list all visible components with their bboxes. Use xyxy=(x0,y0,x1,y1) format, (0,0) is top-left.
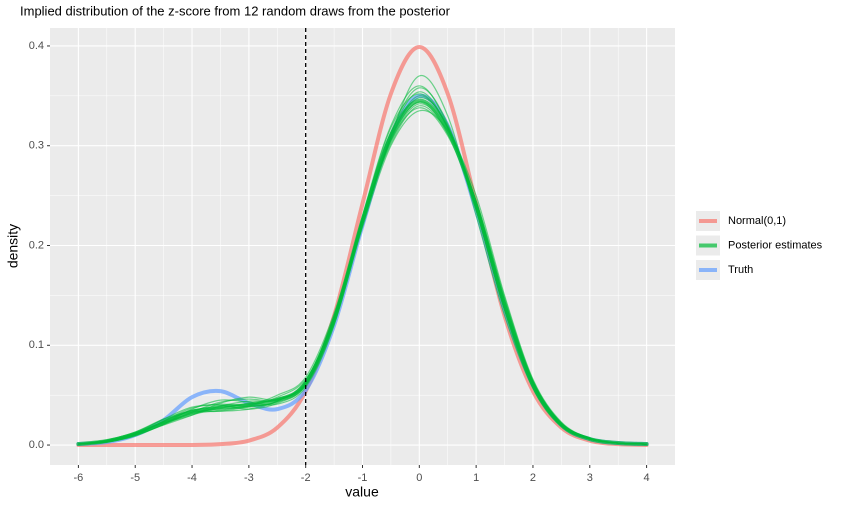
y-axis-label: density xyxy=(5,224,21,268)
x-tick-label: -3 xyxy=(244,472,254,484)
series-line xyxy=(76,98,649,447)
y-tick-label: 0.1 xyxy=(29,339,44,351)
y-tick-label: 0.2 xyxy=(29,239,44,251)
x-tick-label: 2 xyxy=(530,472,536,484)
series-line xyxy=(76,45,649,448)
y-tick-label: 0.4 xyxy=(29,40,44,52)
x-tick-label: -2 xyxy=(301,472,311,484)
legend-label: Truth xyxy=(728,264,753,276)
x-tick-label: 1 xyxy=(473,472,479,484)
x-tick-label: -6 xyxy=(74,472,84,484)
y-tick-label: 0.0 xyxy=(29,439,44,451)
y-tick-label: 0.3 xyxy=(29,140,44,152)
x-tick-label: -5 xyxy=(130,472,140,484)
x-axis-label: value xyxy=(345,484,379,500)
x-tick-label: -1 xyxy=(358,472,368,484)
x-tick-label: -4 xyxy=(187,472,197,484)
x-tick-label: 0 xyxy=(416,472,422,484)
x-tick-label: 3 xyxy=(587,472,593,484)
chart-title: Implied distribution of the z-score from… xyxy=(20,3,451,18)
legend-label: Posterior estimates xyxy=(728,239,823,251)
x-tick-label: 4 xyxy=(644,472,650,484)
legend-label: Normal(0,1) xyxy=(728,215,786,227)
